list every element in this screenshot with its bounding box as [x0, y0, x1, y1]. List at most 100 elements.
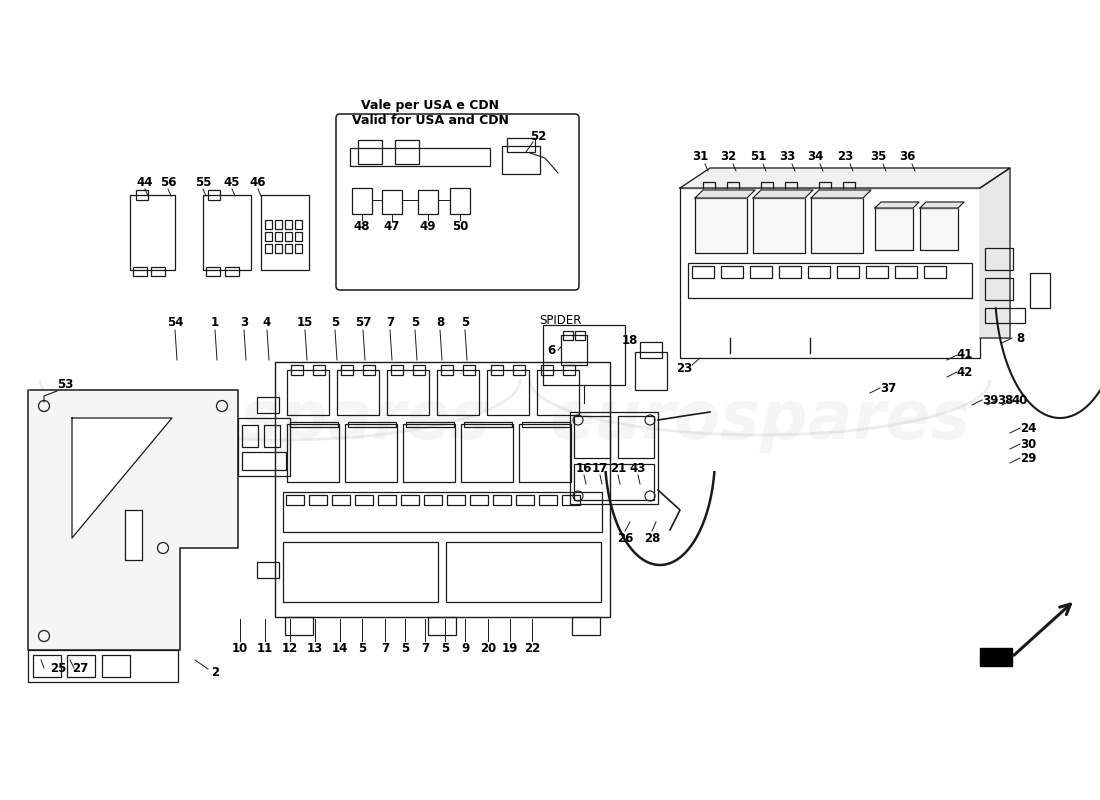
Bar: [424, 495, 442, 505]
Text: 56: 56: [160, 177, 176, 190]
Text: 5: 5: [461, 317, 469, 330]
Bar: [206, 267, 220, 276]
Bar: [406, 422, 454, 427]
Bar: [703, 182, 715, 192]
Bar: [309, 495, 327, 505]
Bar: [242, 452, 286, 470]
Bar: [463, 365, 475, 375]
Text: 50: 50: [452, 219, 469, 233]
Bar: [378, 495, 396, 505]
Bar: [572, 617, 600, 635]
Text: SPIDER: SPIDER: [539, 314, 581, 326]
Text: 13: 13: [307, 642, 323, 654]
Bar: [257, 562, 279, 578]
Bar: [226, 267, 239, 276]
Bar: [461, 424, 513, 482]
Bar: [28, 650, 178, 682]
Text: 23: 23: [675, 362, 692, 374]
Bar: [618, 416, 654, 458]
Text: 35: 35: [870, 150, 887, 163]
Text: 51: 51: [750, 150, 767, 163]
Text: 47: 47: [384, 219, 400, 233]
Bar: [680, 188, 980, 358]
Bar: [283, 542, 438, 602]
Text: 7: 7: [386, 317, 394, 330]
Bar: [522, 422, 570, 427]
Polygon shape: [754, 190, 813, 198]
Text: 20: 20: [480, 642, 496, 654]
Text: 36: 36: [899, 150, 915, 163]
Bar: [136, 190, 149, 200]
Bar: [820, 182, 830, 192]
Bar: [575, 331, 585, 340]
Bar: [285, 244, 292, 253]
Bar: [984, 248, 1013, 270]
Text: 14: 14: [332, 642, 349, 654]
Bar: [447, 495, 465, 505]
Text: 38: 38: [997, 394, 1013, 406]
Text: 26: 26: [617, 531, 634, 545]
Text: 23: 23: [837, 150, 854, 163]
Text: 3: 3: [240, 317, 249, 330]
Bar: [151, 267, 165, 276]
Bar: [133, 267, 147, 276]
Text: 5: 5: [441, 642, 449, 654]
Text: 17: 17: [592, 462, 608, 474]
Bar: [208, 190, 220, 200]
Bar: [1030, 273, 1050, 308]
Text: 28: 28: [644, 531, 660, 545]
Text: 18: 18: [621, 334, 638, 346]
Text: 44: 44: [136, 177, 153, 190]
Bar: [688, 263, 972, 298]
Bar: [295, 232, 302, 241]
Bar: [33, 655, 60, 677]
Bar: [924, 266, 946, 278]
Text: 5: 5: [400, 642, 409, 654]
Bar: [754, 198, 805, 253]
Bar: [314, 365, 324, 375]
Text: 53: 53: [57, 378, 74, 391]
Bar: [287, 370, 329, 415]
Bar: [493, 495, 512, 505]
Bar: [446, 542, 601, 602]
Bar: [242, 425, 258, 447]
Bar: [348, 422, 396, 427]
Text: 8: 8: [436, 317, 444, 330]
Bar: [352, 188, 372, 214]
Bar: [363, 365, 375, 375]
Bar: [275, 244, 282, 253]
Bar: [265, 244, 272, 253]
Bar: [984, 278, 1013, 300]
Bar: [283, 492, 602, 532]
Bar: [130, 195, 175, 270]
Bar: [437, 370, 478, 415]
Text: 1: 1: [211, 317, 219, 330]
Bar: [295, 220, 302, 229]
Bar: [428, 617, 456, 635]
Bar: [570, 412, 658, 504]
Text: 7: 7: [381, 642, 389, 654]
Bar: [640, 342, 662, 358]
Bar: [866, 266, 888, 278]
Bar: [541, 365, 553, 375]
Polygon shape: [811, 190, 871, 198]
Bar: [811, 198, 864, 253]
Bar: [563, 331, 573, 340]
Text: 41: 41: [957, 349, 974, 362]
Bar: [487, 370, 529, 415]
Bar: [507, 138, 535, 152]
Bar: [382, 190, 402, 214]
Text: 32: 32: [719, 150, 736, 163]
Text: 10: 10: [232, 642, 249, 654]
Bar: [286, 495, 304, 505]
Text: 5: 5: [358, 642, 366, 654]
Bar: [257, 397, 279, 413]
Text: 40: 40: [1012, 394, 1028, 406]
Text: 8: 8: [1016, 331, 1024, 345]
Polygon shape: [920, 202, 964, 208]
Bar: [695, 198, 747, 253]
Bar: [332, 495, 350, 505]
Bar: [561, 335, 587, 365]
Bar: [204, 195, 251, 270]
Bar: [264, 425, 280, 447]
